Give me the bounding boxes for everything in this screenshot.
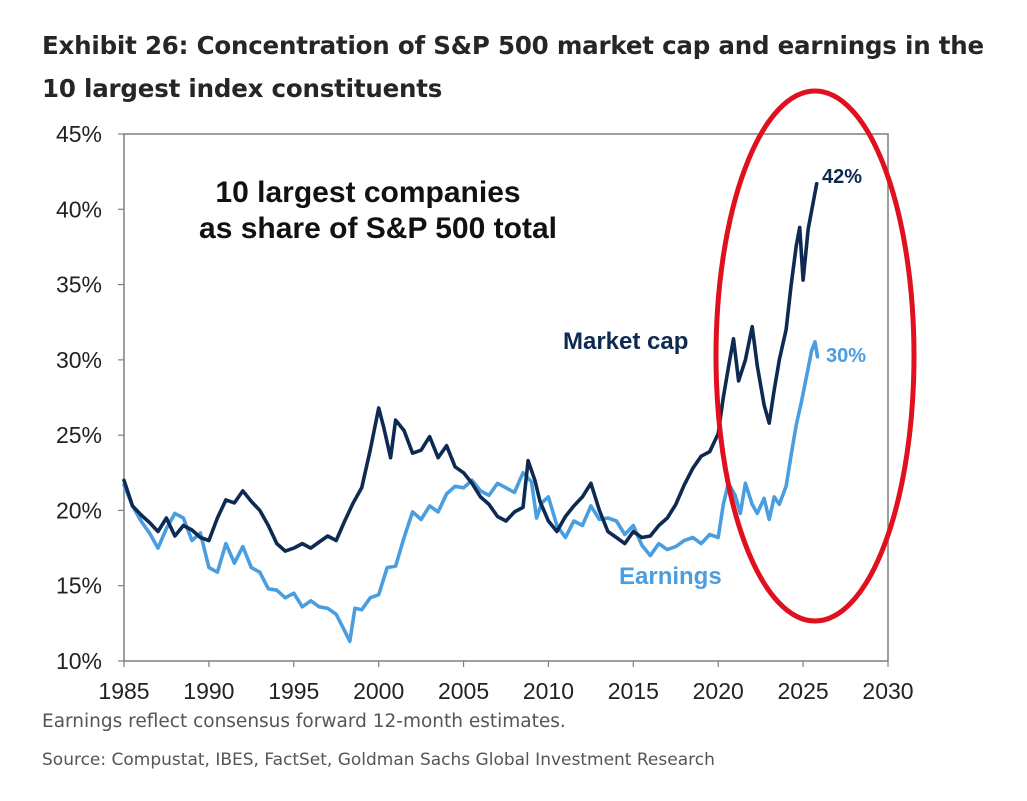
- y-tick-label: 10%: [56, 648, 102, 674]
- x-tick-label: 2015: [608, 678, 659, 704]
- chart-title-line1: Exhibit 26: Concentration of S&P 500 mar…: [42, 31, 984, 60]
- inner-title-line2: as share of S&P 500 total: [199, 212, 557, 245]
- y-tick-label: 25%: [56, 422, 102, 448]
- inner-chart-title: 10 largest companies as share of S&P 500…: [199, 176, 557, 245]
- y-tick-label: 15%: [56, 573, 102, 599]
- x-tick-label: 2010: [523, 678, 574, 704]
- series-line-earnings: [122, 340, 820, 644]
- footnote: Earnings reflect consensus forward 12-mo…: [42, 711, 566, 732]
- y-tick-label: 35%: [56, 272, 102, 298]
- y-axis: 10% 15% 20% 25% 30% 35% 40% 45%: [56, 121, 124, 674]
- end-label-earnings: 30%: [826, 345, 866, 367]
- series-layer: [122, 181, 820, 644]
- x-tick-label: 2030: [862, 678, 913, 704]
- x-tick-label: 1990: [183, 678, 234, 704]
- plot-area-frame: [123, 133, 889, 662]
- source-note: Source: Compustat, IBES, FactSet, Goldma…: [42, 750, 715, 770]
- series-label-market-cap: Market cap: [563, 328, 688, 355]
- inner-title-line1: 10 largest companies: [215, 176, 520, 209]
- highlight-ellipse: [713, 88, 917, 624]
- x-tick-label: 2000: [353, 678, 404, 704]
- y-tick-label: 40%: [56, 196, 102, 222]
- y-tick-label: 20%: [56, 497, 102, 523]
- x-tick-label: 1985: [98, 678, 149, 704]
- end-label-market-cap: 42%: [822, 166, 862, 188]
- x-tick-label: 2020: [693, 678, 744, 704]
- chart-title-block: Exhibit 26: Concentration of S&P 500 mar…: [42, 24, 1002, 110]
- x-tick-label: 2025: [778, 678, 829, 704]
- y-tick-label: 45%: [56, 121, 102, 147]
- x-tick-label: 1995: [268, 678, 319, 704]
- series-line-market-cap: [122, 181, 819, 553]
- x-axis: 1985 1990 1995 2000 2005 2010 2015 2020 2025 2030: [98, 661, 914, 704]
- chart-title-line2: 10 largest index constituents: [42, 74, 443, 103]
- y-tick-label: 30%: [56, 347, 102, 373]
- x-tick-label: 2005: [438, 678, 489, 704]
- series-label-earnings: Earnings: [619, 563, 722, 590]
